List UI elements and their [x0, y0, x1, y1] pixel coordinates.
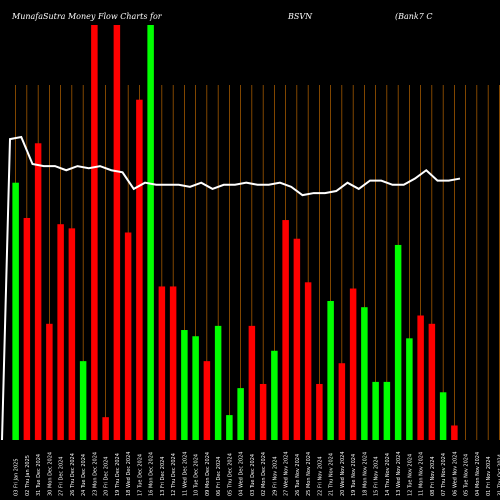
x-tick-label: 13 Fri Dec 2024 — [160, 457, 166, 497]
x-tick-label: 14 Thu Nov 2024 — [385, 453, 391, 496]
bar-8 — [102, 417, 109, 440]
x-tick-label: 11 Wed Dec 2024 — [182, 452, 188, 496]
bar-39 — [451, 425, 458, 440]
bar-11 — [136, 99, 143, 440]
x-tick-label: 26 Tue Nov 2024 — [295, 454, 301, 496]
x-tick-label: 18 Mon Nov 2024 — [362, 452, 368, 496]
x-tick-label: 05 Tue Nov 2024 — [464, 454, 470, 496]
bar-36 — [417, 315, 424, 440]
chart-company: (Bank7 C — [395, 12, 433, 21]
bar-21 — [248, 325, 256, 440]
x-tick-label: 20 Wed Nov 2024 — [340, 451, 346, 496]
bar-5 — [68, 228, 76, 440]
bar-13 — [158, 286, 166, 440]
bar-30 — [349, 288, 357, 440]
bar-35 — [406, 338, 413, 440]
chart-title: MunafaSutra Money Flow Charts for — [12, 12, 162, 21]
x-tick-label: 26 Thu Dec 2024 — [70, 453, 76, 496]
bar-26 — [304, 282, 312, 440]
x-tick-label: 27 Fri Dec 2024 — [59, 457, 65, 497]
x-tick-label: 16 Mon Dec 2024 — [149, 452, 155, 496]
bar-32 — [372, 381, 379, 440]
x-tick-label: 10 Tue Dec 2024 — [194, 454, 200, 496]
x-tick-label: 06 Fri Dec 2024 — [216, 457, 222, 497]
x-tick-label: 31 Tue Dec 2024 — [36, 454, 42, 496]
x-tick-label: 15 Fri Nov 2024 — [374, 456, 380, 496]
bar-33 — [383, 381, 391, 440]
bar-15 — [181, 330, 188, 440]
bar-14 — [169, 286, 177, 440]
x-tick-label: 29 Fri Nov 2024 — [272, 456, 278, 496]
x-tick-label: 03 Tue Dec 2024 — [250, 454, 256, 496]
bar-16 — [192, 336, 199, 440]
bar-3 — [46, 323, 53, 440]
bar-34 — [394, 244, 402, 440]
x-tick-label: 23 Mon Dec 2024 — [92, 452, 98, 496]
bar-25 — [293, 238, 301, 440]
x-tick-label: 25 Mon Nov 2024 — [306, 452, 312, 496]
x-tick-label: 09 Mon Dec 2024 — [205, 452, 211, 496]
bar-31 — [361, 307, 368, 440]
bar-38 — [439, 392, 447, 440]
x-tick-label: 19 Thu Dec 2024 — [115, 453, 121, 496]
bar-22 — [259, 383, 267, 440]
bar-19 — [226, 415, 233, 440]
bar-17 — [203, 361, 211, 440]
x-tick-label: 01 Fri Nov 2024 — [486, 456, 492, 496]
bar-10 — [124, 232, 132, 440]
bar-37 — [428, 323, 436, 440]
x-tick-label: 13 Wed Nov 2024 — [396, 451, 402, 496]
bar-29 — [338, 363, 346, 440]
bar-6 — [79, 361, 87, 440]
x-tick-label: 02 Mon Dec 2024 — [261, 452, 267, 496]
bar-20 — [237, 388, 244, 440]
x-tick-label: 05 Thu Dec 2024 — [227, 453, 233, 496]
x-tick-label: 07 Thu Nov 2024 — [441, 453, 447, 496]
chart-symbol: BSVN — [288, 12, 313, 21]
bar-1 — [23, 217, 31, 440]
x-tick-label: 21 Thu Nov 2024 — [329, 453, 335, 496]
bar-7 — [91, 25, 98, 440]
x-tick-label: 02 Thu Jan 2025 — [25, 455, 31, 496]
x-tick-label: 20 Fri Dec 2024 — [104, 457, 110, 497]
bar-23 — [271, 350, 278, 440]
x-tick-label: 18 Wed Dec 2024 — [126, 452, 132, 496]
x-tick-label: 06 Wed Nov 2024 — [452, 451, 458, 496]
x-tick-label: 22 Fri Nov 2024 — [317, 456, 323, 496]
money-flow-line — [1, 135, 461, 441]
x-tick-label: 31 Thu Oct 2024 — [497, 454, 500, 496]
bar-2 — [34, 143, 42, 440]
x-tick-label: 17 Tue Dec 2024 — [137, 454, 143, 496]
x-tick-label: 19 Tue Nov 2024 — [351, 454, 357, 496]
bar-24 — [282, 220, 289, 440]
x-tick-label: 24 Tue Dec 2024 — [81, 454, 87, 496]
x-tick-label: 12 Tue Nov 2024 — [407, 454, 413, 496]
x-tick-label: 04 Mon Nov 2024 — [475, 452, 481, 496]
bar-27 — [316, 383, 323, 440]
x-tick-label: 30 Mon Dec 2024 — [47, 452, 53, 496]
bar-28 — [327, 300, 334, 440]
x-tick-label: 12 Thu Dec 2024 — [171, 453, 177, 496]
x-tick-label: 11 Mon Nov 2024 — [419, 452, 425, 496]
bar-4 — [57, 224, 64, 440]
bar-9 — [113, 25, 121, 440]
x-tick-label: 08 Fri Nov 2024 — [430, 456, 436, 496]
bar-0 — [12, 182, 19, 440]
x-tick-label: 04 Wed Dec 2024 — [239, 452, 245, 496]
bar-12 — [147, 25, 154, 440]
x-tick-label: 03 Fri Jan 2025 — [14, 458, 20, 496]
bar-18 — [214, 325, 222, 440]
x-tick-label: 27 Wed Nov 2024 — [284, 451, 290, 496]
